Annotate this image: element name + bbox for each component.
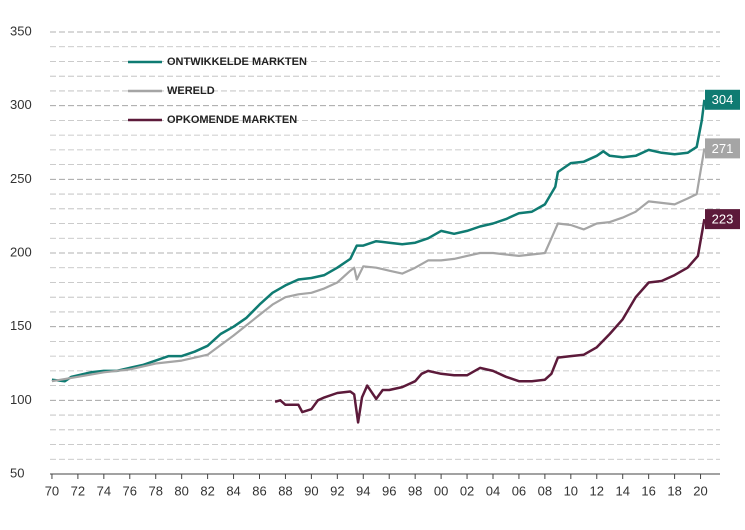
y-tick-label: 200 (10, 244, 32, 259)
end-label-box (705, 89, 740, 110)
y-tick-label: 100 (10, 392, 32, 407)
x-tick-label: 80 (174, 483, 188, 498)
line-series (51, 148, 706, 383)
x-tick-label: 92 (330, 483, 344, 498)
line-series (51, 99, 706, 383)
x-tick-label: 04 (486, 483, 500, 498)
x-tick-label: 84 (226, 483, 240, 498)
line-series (274, 218, 706, 424)
x-tick-label: 86 (252, 483, 266, 498)
x-tick-label: 70 (45, 483, 59, 498)
y-tick-label: 300 (10, 97, 32, 112)
x-tick-label: 96 (382, 483, 396, 498)
x-tick-label: 08 (538, 483, 552, 498)
x-tick-label: 98 (408, 483, 422, 498)
x-tick-label: 20 (693, 483, 707, 498)
y-tick-label: 350 (10, 23, 32, 38)
x-tick-label: 12 (590, 483, 604, 498)
x-tick-label: 88 (278, 483, 292, 498)
legend-label: ONTWIKKELDE MARKTEN (167, 56, 307, 68)
end-label: 271 (712, 141, 734, 156)
x-tick-label: 90 (304, 483, 318, 498)
x-tick-label: 78 (148, 483, 162, 498)
x-tick-label: 00 (434, 483, 448, 498)
x-tick-label: 02 (460, 483, 474, 498)
end-label-box (705, 209, 740, 230)
x-tick-label: 74 (97, 483, 111, 498)
x-tick-label: 06 (512, 483, 526, 498)
x-tick-label: 10 (564, 483, 578, 498)
x-tick-label: 16 (641, 483, 655, 498)
end-label: 304 (712, 92, 734, 107)
y-tick-label: 50 (10, 465, 24, 480)
x-tick-label: 18 (667, 483, 681, 498)
end-label: 223 (712, 212, 734, 227)
y-tick-label: 150 (10, 318, 32, 333)
x-tick-label: 14 (615, 483, 629, 498)
x-tick-label: 82 (200, 483, 214, 498)
x-tick-label: 94 (356, 483, 370, 498)
end-label-box (705, 138, 740, 159)
y-tick-label: 250 (10, 171, 32, 186)
legend-label: OPKOMENDE MARKTEN (167, 114, 297, 126)
legend-label: WERELD (167, 85, 215, 97)
x-tick-label: 76 (123, 483, 137, 498)
x-tick-label: 72 (71, 483, 85, 498)
